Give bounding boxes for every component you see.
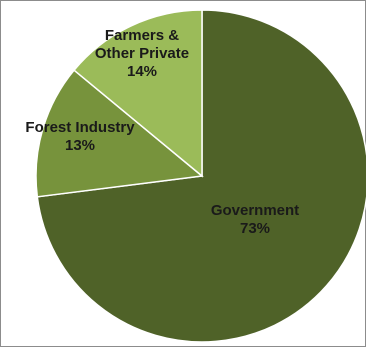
- slice-name-label: Farmers &: [105, 27, 179, 44]
- slice-name-label: Other Private: [95, 45, 189, 62]
- slice-label-forest-industry: Forest Industry 13%: [25, 119, 135, 154]
- slice-percent-label: 14%: [127, 63, 157, 80]
- pie-slice-farmers-and-other-private: [73, 9, 203, 178]
- slice-label-government: Government 73%: [211, 202, 299, 237]
- slice-name-label: Government: [211, 202, 299, 219]
- slice-labels: Government 73% Forest Industry 13% Farmers &…: [25, 27, 299, 237]
- slice-label-farmers-and-other-private: Farmers & Other Private 14%: [95, 27, 189, 80]
- pie-slice-forest-industry: [35, 69, 204, 198]
- slice-percent-label: 13%: [65, 137, 95, 154]
- pie-slices: [35, 9, 366, 343]
- slice-name-label: Forest Industry: [25, 119, 135, 136]
- slice-percent-label: 73%: [240, 220, 270, 237]
- pie-slice-government: [36, 9, 366, 343]
